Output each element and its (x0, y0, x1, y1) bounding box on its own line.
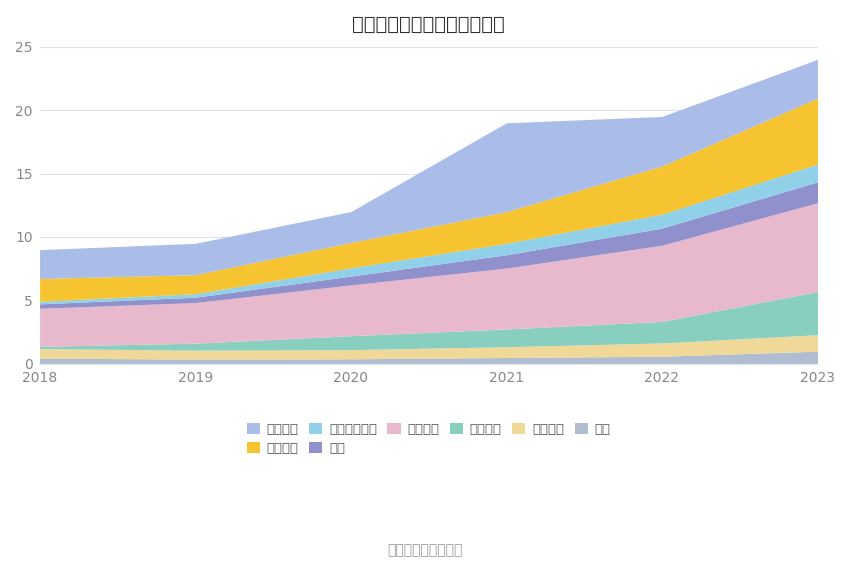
Text: 数据来源：恒生聚源: 数据来源：恒生聚源 (388, 543, 462, 557)
Legend: 货币资金, 应收账款, 应收款项融资, 存货, 固定资产, 在建工程, 无形资产, 其它: 货币资金, 应收账款, 应收款项融资, 存货, 固定资产, 在建工程, 无形资产… (241, 418, 615, 460)
Title: 历年主要资产堆积图（亿元）: 历年主要资产堆积图（亿元） (352, 15, 505, 34)
